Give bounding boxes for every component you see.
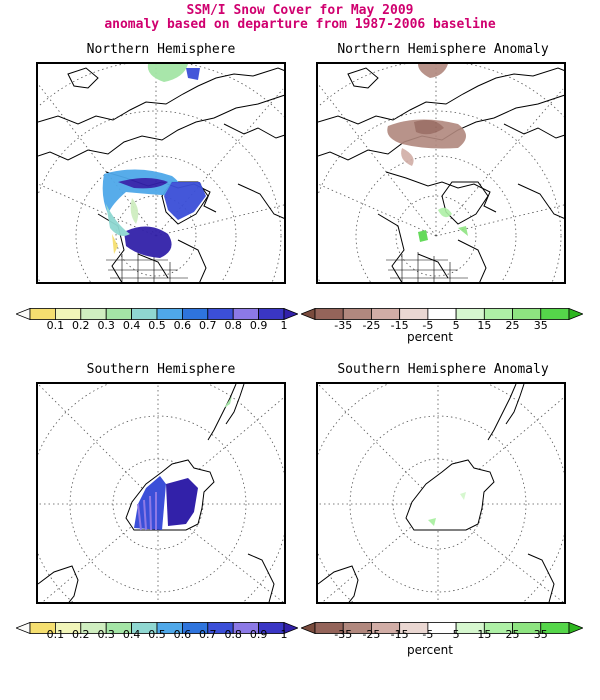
- cover-colorbar-swatch: [55, 308, 82, 320]
- anomaly-colorbar-swatch: [455, 308, 485, 320]
- colorbar-tick-label: 0.8: [224, 628, 242, 641]
- colorbar-tick-label: 0.2: [72, 628, 90, 641]
- colorbar-tick-label: -15: [390, 628, 409, 641]
- colorbar-tick-label: 35: [533, 628, 548, 641]
- colorbar-tick-label: 0.1: [46, 628, 65, 641]
- anomaly-colorbar-swatch: [512, 308, 542, 320]
- cover-colorbar-high-arrow: [283, 308, 298, 320]
- anomaly-colorbar-swatch: [399, 308, 429, 320]
- anomaly-colorbar-swatch: [427, 308, 457, 320]
- cover-colorbar-swatch: [156, 308, 183, 320]
- colorbar-tick-label: 5: [452, 319, 460, 332]
- colorbar-cover-nh: [16, 308, 298, 320]
- panel-title-nh: Northern Hemisphere: [86, 42, 236, 57]
- colorbar-tick-label: 0.9: [249, 628, 268, 641]
- colorbar-tick-label: 5: [452, 628, 460, 641]
- colorbar-tick-label: -15: [390, 319, 409, 332]
- colorbar-tick-label: 0.6: [173, 628, 192, 641]
- colorbar-tick-label: 25: [505, 628, 520, 641]
- colorbar-tick-label: 0.4: [122, 628, 141, 641]
- colorbar-tick-label: 0.2: [72, 319, 90, 332]
- map-panel-nh-anomaly: [316, 62, 566, 284]
- colorbar-cover-sh-ticks: 0.1 0.2 0.3 0.4 0.5 0.6 0.7 0.8 0.9 1: [16, 628, 298, 642]
- colorbar-tick-label: -35: [334, 628, 353, 641]
- colorbar-tick-label: 0.5: [148, 319, 166, 332]
- cover-colorbar-swatch: [258, 308, 285, 320]
- colorbar-tick-label: -25: [362, 628, 381, 641]
- colorbar-tick-label: 0.3: [97, 319, 115, 332]
- figure-title-line2: anomaly based on departure from 1987-200…: [104, 17, 496, 32]
- cover-colorbar-swatch: [207, 308, 234, 320]
- cover-colorbar-swatch: [181, 308, 209, 320]
- colorbar-tick-label: 35: [533, 319, 548, 332]
- colorbar-tick-label: -5: [422, 319, 434, 332]
- anomaly-colorbar-swatch: [342, 308, 372, 320]
- cover-colorbar-low-arrow: [16, 308, 31, 320]
- colorbar-tick-label: -35: [334, 319, 353, 332]
- colorbar-tick-label: 0.7: [199, 319, 217, 332]
- anomaly-colorbar-swatch: [540, 308, 570, 320]
- cover-colorbar-swatch: [232, 308, 259, 320]
- colorbar-anomaly-sh-unit: percent: [407, 643, 453, 657]
- colorbar-tick-label: 0.8: [224, 319, 242, 332]
- figure-title-line1: SSM/I Snow Cover for May 2009: [186, 3, 414, 18]
- anomaly-colorbar-swatch: [314, 308, 344, 320]
- colorbar-cover-sh: [16, 622, 298, 634]
- colorbar-anomaly-nh: [301, 308, 583, 320]
- colorbar-anomaly-nh-unit: percent: [407, 330, 453, 344]
- colorbar-tick-label: 0.3: [97, 628, 115, 641]
- colorbar-anomaly-sh-ticks: -35 -25 -15 -5 5 15 25 35: [301, 628, 583, 642]
- colorbar-tick-label: 0.9: [249, 319, 268, 332]
- colorbar-tick-label: 15: [477, 319, 492, 332]
- colorbar-tick-label: 15: [477, 628, 492, 641]
- colorbar-tick-label: 1: [280, 628, 288, 641]
- colorbar-tick-label: 0.5: [148, 628, 166, 641]
- colorbar-tick-label: -5: [422, 628, 434, 641]
- cover-colorbar-high-arrow: [283, 622, 298, 634]
- colorbar-tick-label: 1: [280, 319, 288, 332]
- colorbar-tick-label: 0.6: [173, 319, 192, 332]
- anomaly-colorbar-low-arrow: [301, 308, 316, 320]
- colorbar-anomaly-nh-ticks: -35 -25 -15 -5 5 15 25 35: [301, 319, 583, 333]
- colorbar-cover-nh-ticks: 0.1 0.2 0.3 0.4 0.5 0.6 0.7 0.8 0.9 1: [16, 319, 298, 333]
- colorbar-tick-label: 0.4: [122, 319, 141, 332]
- map-panel-nh: [36, 62, 286, 284]
- colorbar-tick-label: 0.7: [199, 628, 217, 641]
- cover-colorbar-swatch: [105, 308, 132, 320]
- anomaly-colorbar-high-arrow: [568, 622, 583, 634]
- panel-title-sh: Southern Hemisphere: [86, 362, 236, 377]
- panel-title-sh-anomaly: Southern Hemisphere Anomaly: [337, 362, 549, 377]
- anomaly-colorbar-high-arrow: [568, 308, 583, 320]
- panel-title-nh-anomaly: Northern Hemisphere Anomaly: [337, 42, 549, 57]
- colorbar-tick-label: 0.1: [46, 319, 65, 332]
- map-panel-sh: [36, 382, 286, 604]
- cover-colorbar-swatch: [131, 308, 158, 320]
- map-panel-sh-anomaly: [316, 382, 566, 604]
- anomaly-colorbar-swatch: [483, 308, 513, 320]
- cover-colorbar-swatch: [29, 308, 56, 320]
- colorbar-tick-label: 25: [505, 319, 520, 332]
- colorbar-tick-label: -25: [362, 319, 381, 332]
- colorbar-anomaly-sh: [301, 622, 583, 634]
- cover-colorbar-swatch: [80, 308, 107, 320]
- anomaly-colorbar-swatch: [371, 308, 401, 320]
